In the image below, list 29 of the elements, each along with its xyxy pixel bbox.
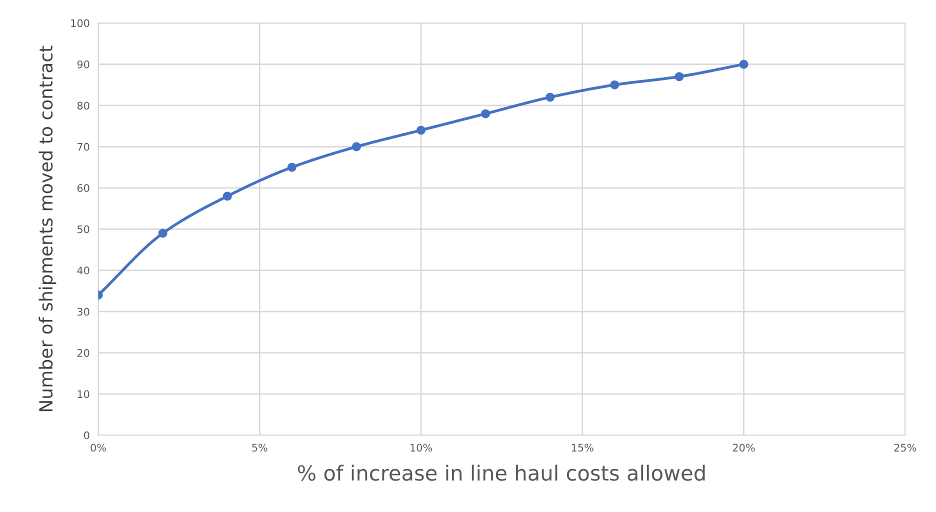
point [739,60,748,69]
x-tick-label: 5% [252,444,268,452]
point [416,126,426,135]
x-tick-label: 10% [410,444,432,452]
point [610,80,620,90]
x-tick-label: 0% [90,444,106,452]
point [546,92,555,102]
y-tick-label: 90 [77,60,90,68]
y-tick-label: 20 [77,348,90,357]
x-tick-label: 15% [572,444,594,452]
y-tick-label: 100 [71,19,90,28]
y-tick-label: 10 [78,390,90,398]
x-tick-label: 20% [732,444,755,452]
y-tick-label: 60 [77,184,90,192]
point [287,162,296,172]
y-tick-label: 40 [77,266,90,274]
y-tick-label: 30 [77,308,90,316]
x-tick-label: 25% [894,444,916,452]
point [481,109,490,118]
x-axis-title: % of increase in line haul costs allowed [298,464,705,481]
y-axis-title: Number of shipments moved to contract [38,46,56,412]
point [352,142,361,152]
y-tick-label: 70 [78,142,90,151]
point [674,72,684,82]
y-tick-label: 0 [84,431,90,440]
point [222,192,232,201]
y-tick-label: 80 [77,102,90,110]
point [158,228,168,238]
y-tick-label: 50 [77,225,90,234]
